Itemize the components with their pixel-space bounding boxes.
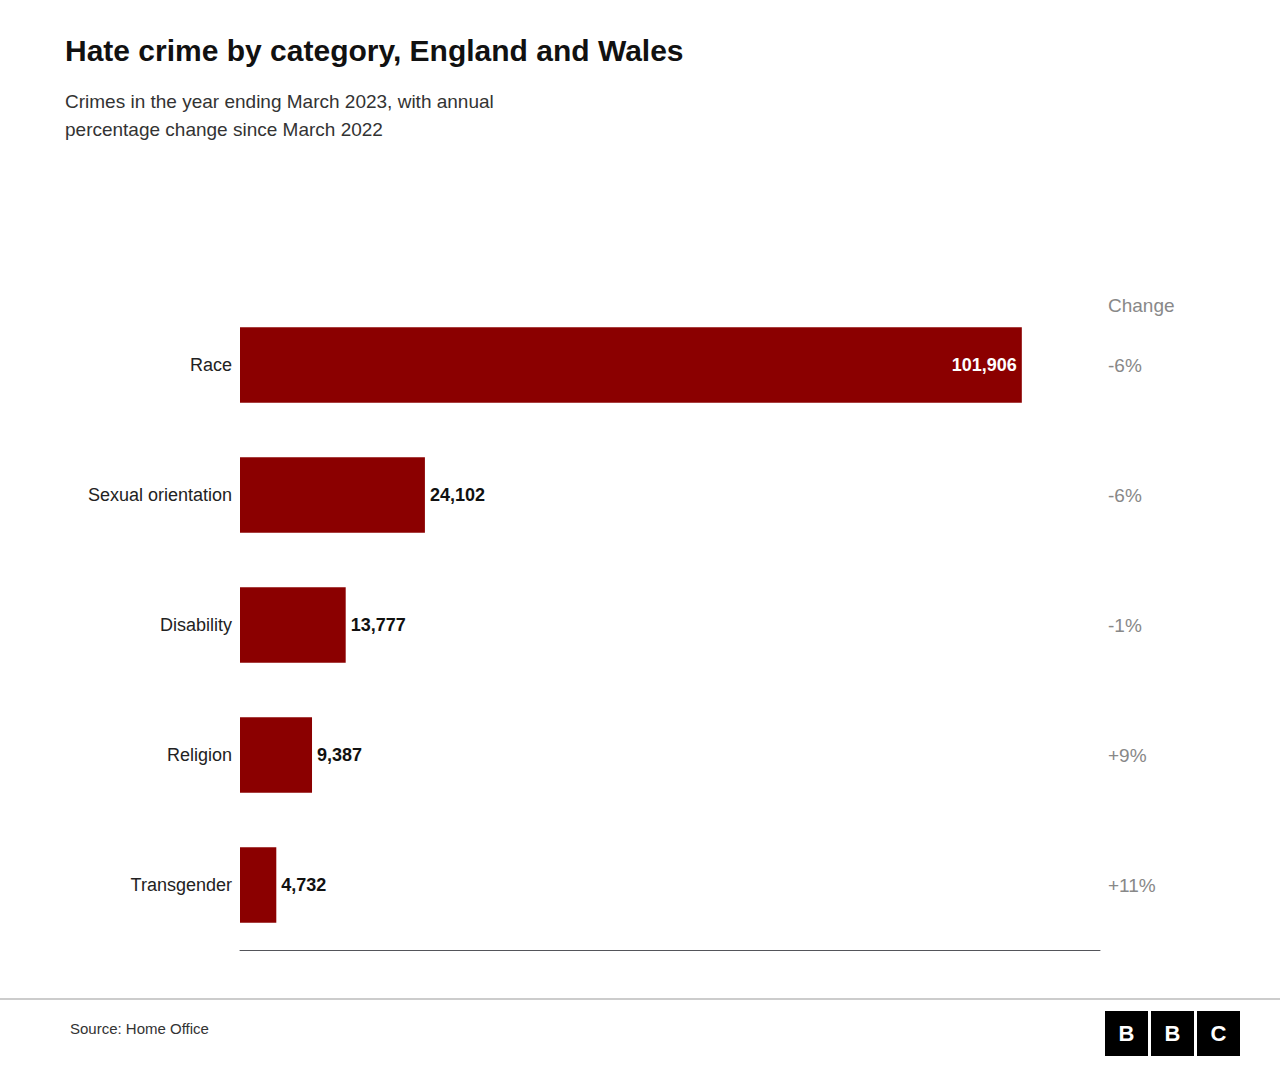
svg-text:percentage change since March: percentage change since March 2022 xyxy=(65,119,383,140)
svg-text:Crimes in the year ending Marc: Crimes in the year ending March 2023, wi… xyxy=(65,91,494,112)
svg-text:+9%: +9% xyxy=(1108,745,1147,766)
svg-text:+11%: +11% xyxy=(1108,875,1156,896)
svg-text:24,102: 24,102 xyxy=(430,485,485,505)
svg-text:Race: Race xyxy=(190,355,232,375)
svg-text:Transgender: Transgender xyxy=(131,875,232,895)
svg-text:B: B xyxy=(1165,1021,1181,1046)
svg-text:B: B xyxy=(1119,1021,1135,1046)
svg-text:4,732: 4,732 xyxy=(281,875,326,895)
svg-text:Religion: Religion xyxy=(167,745,232,765)
svg-text:101,906: 101,906 xyxy=(952,355,1017,375)
svg-text:13,777: 13,777 xyxy=(351,615,406,635)
svg-text:Disability: Disability xyxy=(160,615,232,635)
svg-text:-6%: -6% xyxy=(1108,355,1142,376)
svg-text:Change: Change xyxy=(1108,295,1175,316)
svg-text:9,387: 9,387 xyxy=(317,745,362,765)
svg-text:-1%: -1% xyxy=(1108,615,1142,636)
svg-text:C: C xyxy=(1211,1021,1227,1046)
svg-text:Sexual orientation: Sexual orientation xyxy=(88,485,232,505)
svg-text:-6%: -6% xyxy=(1108,485,1142,506)
svg-text:Hate crime by category, Englan: Hate crime by category, England and Wale… xyxy=(65,34,684,67)
svg-text:Source: Home Office: Source: Home Office xyxy=(70,1020,209,1037)
